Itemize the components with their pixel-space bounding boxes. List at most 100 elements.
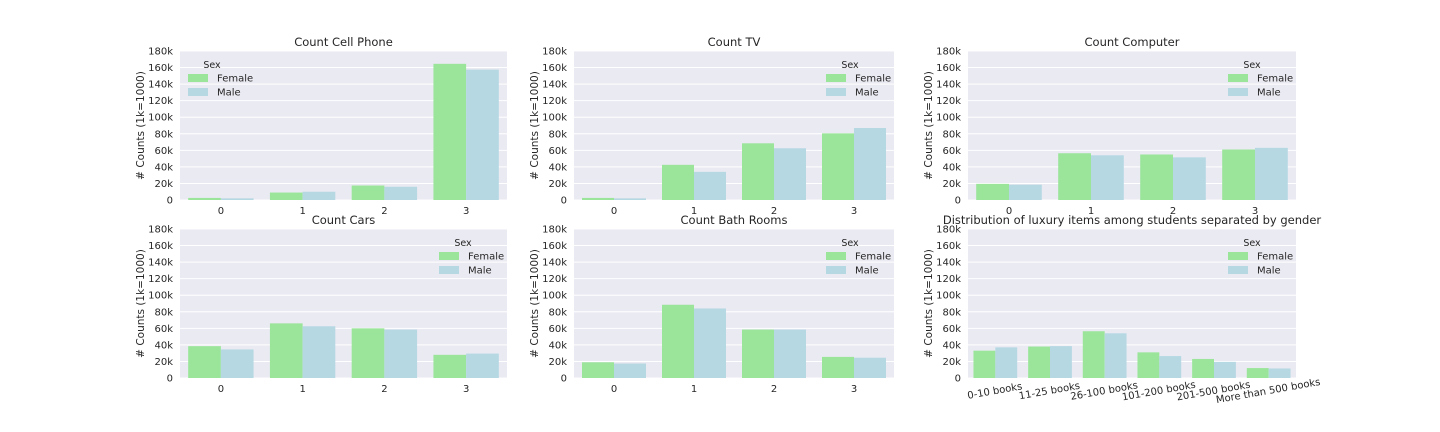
y-tick-label: 0: [561, 374, 567, 385]
bar-male: [1009, 184, 1042, 200]
legend: Sex Female Male: [826, 238, 891, 277]
chart-panel-5: 0 20k 40k 60k 80k 100k 120k 140k 160k 180k 0 1 2 3 Cou…: [529, 213, 894, 395]
bar-female: [742, 143, 774, 200]
x-tick-label: 0: [611, 384, 617, 395]
y-tick-label: 80k: [548, 129, 567, 140]
y-axis-label: # Counts (1k=1000): [135, 249, 147, 358]
bar-male: [995, 347, 1018, 378]
y-tick-label: 140k: [148, 80, 173, 91]
bar-female: [1222, 149, 1255, 200]
y-tick-label: 40k: [154, 162, 173, 173]
chart-panel-1: 0 20k 40k 60k 80k 100k 120k 140k 160k 180k 0 1 2 3 Cou…: [135, 35, 507, 217]
y-tick-label: 160k: [936, 241, 961, 252]
bar-female: [433, 63, 467, 201]
y-tick-label: 120k: [148, 96, 173, 107]
y-tick-label: 0: [167, 196, 173, 207]
legend-swatch: [439, 252, 459, 260]
bar-female: [1246, 368, 1269, 378]
chart-panel-2: 0 20k 40k 60k 80k 100k 120k 140k 160k 180k 0 1 2 3 Cou…: [529, 35, 894, 217]
x-tick-label: 2: [381, 384, 387, 395]
y-axis-label: # Counts (1k=1000): [923, 249, 935, 358]
bar-female: [742, 329, 774, 378]
chart-title: Count TV: [708, 35, 761, 49]
chart-title: Count Computer: [1085, 35, 1180, 49]
bar-male: [466, 69, 499, 200]
y-tick-label: 80k: [548, 307, 567, 318]
bar-male: [614, 363, 646, 378]
bar-male: [1104, 333, 1127, 378]
x-tick-label: 3: [1252, 206, 1258, 217]
y-tick-label: 120k: [936, 96, 961, 107]
y-tick-label: 60k: [154, 324, 173, 335]
y-tick-label: 100k: [542, 291, 567, 302]
y-tick-label: 40k: [548, 340, 567, 351]
legend-label: Female: [855, 252, 891, 263]
bar-male: [614, 198, 646, 200]
bar-female: [188, 346, 221, 378]
y-tick-label: 20k: [154, 179, 173, 190]
y-tick-label: 80k: [154, 129, 173, 140]
chart-panel-3: 0 20k 40k 60k 80k 100k 120k 140k 160k 180k 0 1 2 3 Cou…: [923, 35, 1296, 217]
legend-label: Male: [1257, 88, 1281, 99]
bar-male: [854, 357, 886, 378]
y-tick-label: 40k: [942, 162, 961, 173]
y-tick-label: 180k: [148, 47, 173, 58]
bar-male: [1159, 356, 1182, 378]
y-tick-label: 180k: [148, 225, 173, 236]
legend-swatch: [188, 74, 208, 82]
legend-label: Male: [217, 88, 241, 99]
y-tick-label: 0: [955, 374, 961, 385]
legend-label: Female: [855, 74, 891, 85]
y-axis-label: # Counts (1k=1000): [923, 71, 935, 180]
bar-female: [1082, 331, 1105, 378]
legend-label: Male: [1257, 266, 1281, 277]
y-tick-label: 80k: [942, 129, 961, 140]
bar-male: [694, 308, 726, 378]
bar-female: [433, 354, 467, 378]
y-tick-label: 20k: [154, 357, 173, 368]
legend-swatch: [1228, 252, 1248, 260]
chart-title: Count Cell Phone: [294, 35, 393, 49]
y-tick-label: 60k: [942, 146, 961, 157]
chart-panel-4: 0 20k 40k 60k 80k 100k 120k 140k 160k 180k 0 1 2 3 Cou…: [135, 213, 507, 395]
y-tick-label: 180k: [542, 47, 567, 58]
bar-female: [1137, 352, 1160, 378]
y-axis-label: # Counts (1k=1000): [135, 71, 147, 180]
y-tick-label: 180k: [936, 225, 961, 236]
y-tick-label: 160k: [148, 63, 173, 74]
legend: Sex Female Male: [188, 60, 253, 99]
x-tick-label: 0: [611, 206, 617, 217]
y-tick-label: 80k: [154, 307, 173, 318]
y-tick-label: 140k: [542, 258, 567, 269]
chart-title: Distribution of luxury items among stude…: [943, 213, 1322, 227]
plot-area: [968, 229, 1296, 378]
y-axis-label: # Counts (1k=1000): [529, 71, 541, 180]
y-tick-label: 20k: [942, 179, 961, 190]
y-tick-label: 60k: [548, 324, 567, 335]
y-tick-label: 180k: [936, 47, 961, 58]
bar-male: [466, 353, 499, 378]
x-tick-label: More than 500 books: [1215, 377, 1321, 406]
bar-male: [1173, 157, 1206, 200]
x-tick-label: 3: [851, 206, 857, 217]
bar-female: [269, 323, 303, 378]
x-tick-label: 0: [218, 384, 224, 395]
bar-female: [188, 197, 221, 200]
bar-female: [351, 328, 385, 378]
y-tick-label: 100k: [148, 113, 173, 124]
legend-label: Female: [1257, 74, 1293, 85]
legend-swatch: [1228, 88, 1248, 96]
y-tick-label: 160k: [148, 241, 173, 252]
x-tick-label: 1: [299, 384, 305, 395]
bar-female: [1058, 153, 1091, 200]
x-tick-label: 2: [1170, 206, 1176, 217]
y-tick-label: 140k: [936, 80, 961, 91]
y-tick-label: 0: [955, 196, 961, 207]
legend-title: Sex: [203, 60, 221, 71]
bar-male: [1091, 155, 1124, 200]
bar-female: [1140, 154, 1173, 200]
y-tick-label: 140k: [148, 258, 173, 269]
bar-male: [774, 148, 806, 200]
bar-female: [269, 192, 303, 200]
